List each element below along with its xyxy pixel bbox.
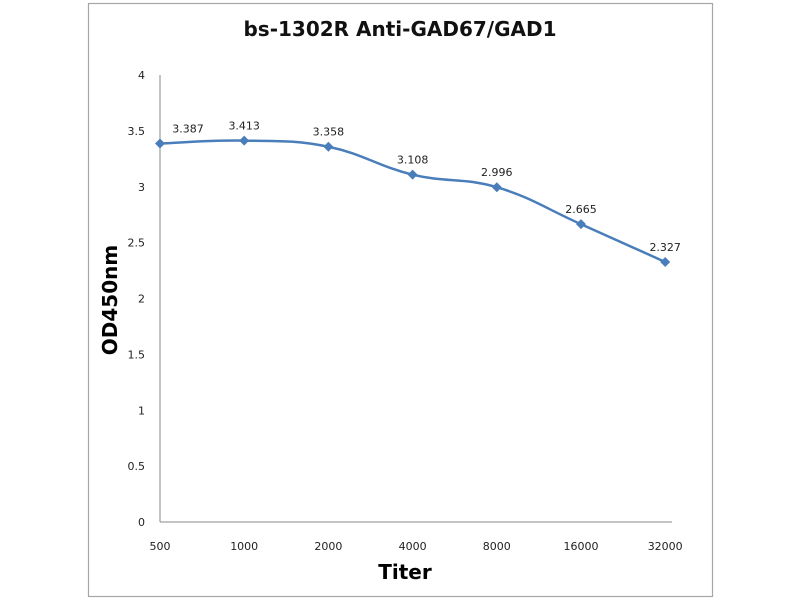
data-point (491, 182, 502, 193)
y-tick-label: 0 (138, 516, 145, 529)
data-point (407, 169, 418, 180)
data-label: 2.665 (565, 203, 597, 216)
x-tick-label: 8000 (483, 540, 511, 553)
chart-title: bs-1302R Anti-GAD67/GAD1 (243, 17, 556, 41)
x-tick-label: 4000 (399, 540, 427, 553)
y-tick-label: 4 (138, 69, 145, 82)
data-label: 2.996 (481, 166, 513, 179)
y-tick-label: 2 (138, 293, 145, 306)
data-label: 2.327 (649, 241, 681, 254)
x-tick-label: 32000 (648, 540, 683, 553)
chart-frame (87, 2, 714, 598)
y-axis-title: OD450nm (98, 245, 122, 355)
data-point (155, 138, 165, 149)
data-point (239, 135, 250, 146)
y-tick-label: 0.5 (128, 460, 146, 473)
y-tick-label: 3.5 (128, 125, 146, 138)
data-point (660, 256, 671, 267)
y-tick-label: 1 (138, 404, 145, 417)
data-point (323, 141, 334, 152)
x-tick-label: 1000 (230, 540, 258, 553)
x-tick-label: 16000 (564, 540, 599, 553)
data-label: 3.358 (313, 126, 345, 139)
data-label: 3.387 (172, 123, 204, 136)
x-axis-title: Titer (378, 560, 432, 584)
y-tick-label: 2.5 (128, 237, 146, 250)
data-label: 3.413 (228, 120, 260, 133)
y-tick-label: 3 (138, 181, 145, 194)
data-label: 3.108 (397, 154, 429, 167)
x-tick-label: 500 (150, 540, 171, 553)
x-tick-label: 2000 (314, 540, 342, 553)
y-tick-label: 1.5 (128, 348, 146, 361)
data-point (576, 219, 586, 230)
